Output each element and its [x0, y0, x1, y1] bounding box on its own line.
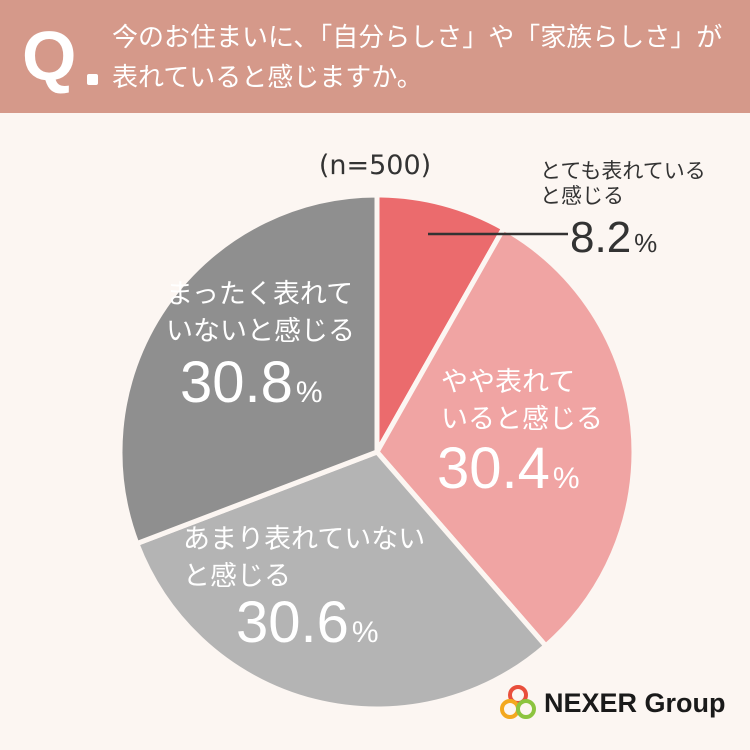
pie-slices [117, 192, 637, 712]
slice-1-value: 8.2% [570, 213, 657, 262]
slice-4-label-line-1: まったく表れて [166, 279, 353, 310]
slice-2-label-line-2: いると感じる [441, 404, 603, 435]
nexer-logo: NEXER Group [498, 681, 726, 725]
slice-2-percent-sign: % [553, 462, 580, 495]
slice-1-label-line-2: と感じる [540, 184, 624, 208]
nexer-rings-icon [500, 685, 536, 719]
sample-size-label: (n=500) [319, 150, 431, 181]
question-mark: Q [22, 17, 77, 95]
slice-3-label-line-2: と感じる [183, 561, 291, 592]
pie-slice-3 [134, 449, 549, 712]
slice-3-percent-sign: % [352, 616, 379, 649]
pie-slice-4 [117, 192, 380, 547]
slice-4-percent-sign: % [296, 376, 323, 409]
pie-slice-2 [374, 225, 637, 649]
question-mark-dot [87, 74, 98, 85]
nexer-logo-text: NEXER Group [544, 687, 726, 718]
slice-3-label-line-1: あまり表れていない [183, 524, 425, 555]
slice-2-value: 30.4% [437, 436, 580, 501]
question-text: 今のお住まいに、「自分らしさ」や「家族らしさ」が 表れていると感じますか。 [112, 18, 732, 98]
slice-4-label-line-2: いないと感じる [166, 316, 355, 347]
slice-2-label-line-1: やや表れて [441, 367, 575, 398]
slice-1-percent-sign: % [634, 228, 657, 258]
question-header: Q 今のお住まいに、「自分らしさ」や「家族らしさ」が 表れていると感じますか。 [0, 0, 750, 113]
question-line-1: 今のお住まいに、「自分らしさ」や「家族らしさ」が [112, 23, 723, 53]
question-line-2: 表れていると感じますか。 [112, 63, 423, 93]
pie-slice-1 [374, 192, 507, 455]
slice-1-label-line-1: とても表れている [540, 159, 706, 183]
